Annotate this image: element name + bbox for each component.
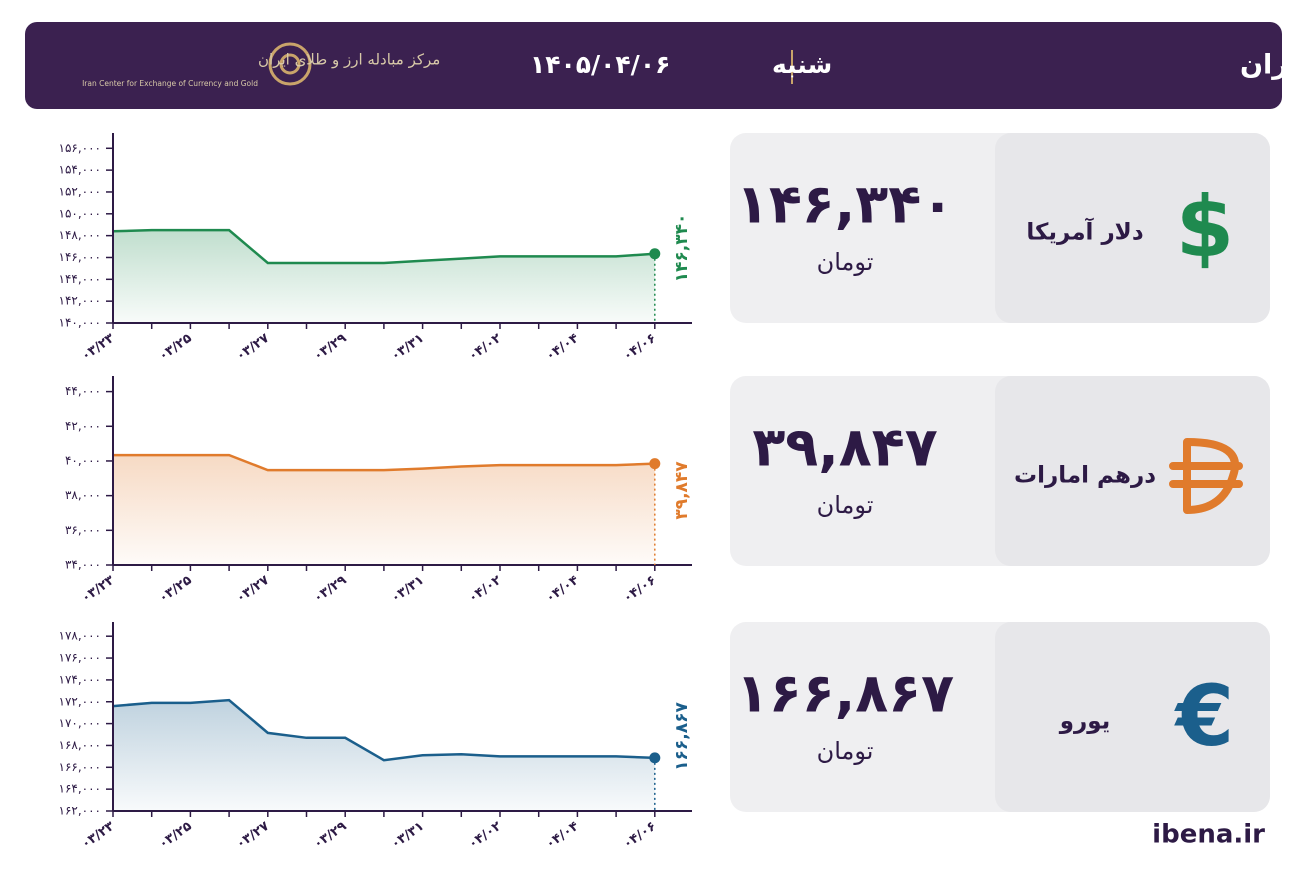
end-point bbox=[649, 458, 661, 470]
y-tick-label: ۳۴,۰۰۰ bbox=[65, 558, 101, 572]
x-tick-label: ۰۴/۰۲ bbox=[466, 573, 505, 606]
header-bar bbox=[25, 22, 1282, 109]
unit-label: تومان bbox=[817, 248, 874, 276]
unit-label: تومان bbox=[817, 737, 874, 765]
header-weekday: شنبه bbox=[772, 50, 832, 79]
logo-mark bbox=[268, 42, 312, 86]
logo-subtitle: Iran Center for Exchange of Currency and… bbox=[82, 79, 258, 88]
x-tick-label: ۰۳/۲۳ bbox=[79, 573, 118, 606]
area bbox=[113, 700, 655, 811]
area bbox=[113, 455, 655, 565]
y-tick-label: ۱۷۴,۰۰۰ bbox=[59, 672, 102, 686]
big-value: ۱۶۶,۸۶۷ bbox=[736, 662, 954, 725]
y-tick-label: ۱۶۸,۰۰۰ bbox=[59, 738, 102, 752]
currency-symbol: € bbox=[1174, 667, 1234, 765]
logo: مرکز مبادله ارز و طلای ایران Iran Center… bbox=[82, 42, 440, 88]
currency-icon bbox=[1169, 438, 1243, 514]
x-tick-label: ۰۴/۰۲ bbox=[466, 331, 505, 364]
x-tick-label: ۰۳/۲۹ bbox=[311, 331, 350, 364]
footer-site: ibena.ir bbox=[1152, 820, 1265, 850]
x-tick-label: ۰۳/۳۱ bbox=[388, 331, 427, 364]
header-date: ۱۴۰۵/۰۴/۰۶ bbox=[530, 50, 670, 79]
y-tick-label: ۱۴۰,۰۰۰ bbox=[59, 316, 102, 330]
line bbox=[112, 698, 655, 762]
x-tick-label: ۰۴/۰۴ bbox=[543, 819, 582, 852]
end-value-label: ۱۴۶,۳۴۰ bbox=[672, 214, 692, 283]
x-tick-label: ۰۳/۳۱ bbox=[388, 819, 427, 852]
x-tick-label: ۰۳/۲۹ bbox=[311, 573, 350, 606]
y-tick-label: ۱۷۶,۰۰۰ bbox=[59, 651, 102, 665]
y-tick-label: ۱۵۲,۰۰۰ bbox=[59, 184, 102, 198]
y-tick-label: ۴۲,۰۰۰ bbox=[65, 419, 101, 433]
y-tick-label: ۳۸,۰۰۰ bbox=[65, 488, 101, 502]
header-title: نرخ قیمت ارز مرکز مبادله ایران bbox=[1240, 50, 1306, 81]
x-tick-label: ۰۳/۲۵ bbox=[156, 331, 195, 364]
x-tick-label: ۰۳/۳۱ bbox=[388, 573, 427, 606]
unit-label: تومان bbox=[817, 491, 874, 519]
y-tick-label: ۱۴۶,۰۰۰ bbox=[59, 250, 102, 264]
y-tick-label: ۱۶۶,۰۰۰ bbox=[59, 760, 102, 774]
x-tick-label: ۰۳/۲۵ bbox=[156, 819, 195, 852]
currency-name: دلار آمریکا bbox=[1026, 217, 1143, 246]
x-tick-label: ۰۴/۰۶ bbox=[621, 331, 660, 364]
y-tick-label: ۱۶۲,۰۰۰ bbox=[59, 804, 102, 818]
x-tick-label: ۰۳/۲۷ bbox=[234, 819, 273, 852]
big-value: ۱۴۶,۳۴۰ bbox=[736, 173, 954, 236]
y-tick-label: ۱۴۴,۰۰۰ bbox=[59, 272, 102, 286]
y-tick-label: ۱۵۴,۰۰۰ bbox=[59, 163, 102, 177]
x-tick-label: ۰۴/۰۲ bbox=[466, 819, 505, 852]
y-tick-label: ۴۴,۰۰۰ bbox=[65, 384, 101, 398]
y-tick-label: ۴۰,۰۰۰ bbox=[65, 453, 101, 467]
x-tick-label: ۰۳/۲۹ bbox=[311, 819, 350, 852]
y-tick-label: ۱۵۰,۰۰۰ bbox=[59, 206, 102, 220]
end-point bbox=[649, 248, 661, 260]
x-tick-label: ۰۴/۰۴ bbox=[543, 331, 582, 364]
y-tick-label: ۱۴۸,۰۰۰ bbox=[59, 228, 102, 242]
y-tick-label: ۱۴۲,۰۰۰ bbox=[59, 294, 102, 308]
y-tick-label: ۱۶۴,۰۰۰ bbox=[59, 782, 102, 796]
x-tick-label: ۰۴/۰۶ bbox=[621, 573, 660, 606]
currency-card-label-box bbox=[995, 133, 1270, 323]
x-tick-label: ۰۳/۲۳ bbox=[79, 331, 118, 364]
currency-name: درهم امارات bbox=[1014, 463, 1156, 489]
currency-symbol: $ bbox=[1176, 178, 1234, 276]
x-tick-label: ۰۴/۰۴ bbox=[543, 573, 582, 606]
currency-name: یورو bbox=[1059, 709, 1111, 735]
area bbox=[113, 230, 655, 323]
logo-mark-inner bbox=[279, 53, 301, 75]
x-tick-label: ۰۳/۲۷ bbox=[234, 331, 273, 364]
end-value-label: ۳۹,۸۴۷ bbox=[672, 461, 692, 520]
y-tick-label: ۱۷۸,۰۰۰ bbox=[59, 629, 102, 643]
y-tick-label: ۱۷۲,۰۰۰ bbox=[59, 694, 102, 708]
x-tick-label: ۰۳/۲۵ bbox=[156, 573, 195, 606]
end-value-label: ۱۶۶,۸۶۷ bbox=[672, 702, 692, 771]
currency-card-label-box bbox=[995, 622, 1270, 812]
x-tick-label: ۰۴/۰۶ bbox=[621, 819, 660, 852]
line bbox=[112, 228, 655, 265]
end-point bbox=[649, 752, 661, 764]
line bbox=[113, 453, 655, 472]
x-tick-label: ۰۳/۲۳ bbox=[79, 819, 118, 852]
currency-card-label-box bbox=[995, 376, 1270, 566]
y-tick-label: ۳۶,۰۰۰ bbox=[65, 523, 101, 537]
y-tick-label: ۱۷۰,۰۰۰ bbox=[59, 716, 102, 730]
y-tick-label: ۱۵۶,۰۰۰ bbox=[59, 141, 102, 155]
logo-title: مرکز مبادله ارز و طلای ایران bbox=[258, 51, 440, 69]
big-value: ۳۹,۸۴۷ bbox=[752, 416, 937, 479]
x-tick-label: ۰۳/۲۷ bbox=[234, 573, 273, 606]
